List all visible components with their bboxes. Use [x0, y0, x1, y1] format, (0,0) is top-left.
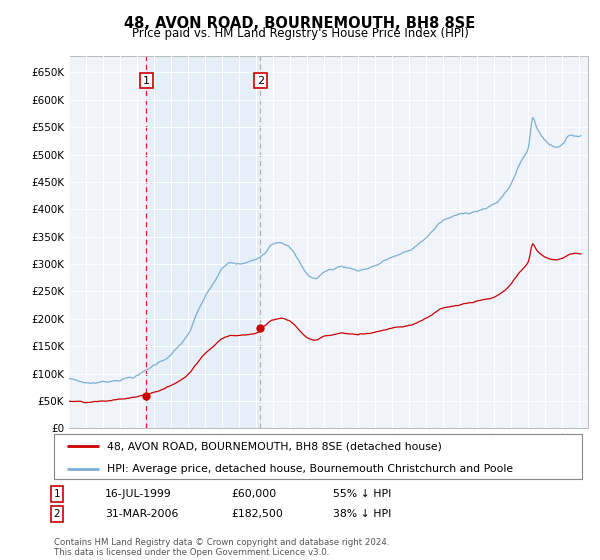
Text: 2: 2	[257, 76, 264, 86]
Text: 2: 2	[53, 509, 61, 519]
Text: 16-JUL-1999: 16-JUL-1999	[105, 489, 172, 499]
Text: Price paid vs. HM Land Registry's House Price Index (HPI): Price paid vs. HM Land Registry's House …	[131, 27, 469, 40]
Text: HPI: Average price, detached house, Bournemouth Christchurch and Poole: HPI: Average price, detached house, Bour…	[107, 464, 513, 474]
Text: 38% ↓ HPI: 38% ↓ HPI	[333, 509, 391, 519]
Bar	[146, 56, 260, 428]
Text: 48, AVON ROAD, BOURNEMOUTH, BH8 8SE: 48, AVON ROAD, BOURNEMOUTH, BH8 8SE	[124, 16, 476, 31]
Text: 1: 1	[53, 489, 61, 499]
Text: £182,500: £182,500	[231, 509, 283, 519]
FancyBboxPatch shape	[54, 434, 582, 479]
Text: 55% ↓ HPI: 55% ↓ HPI	[333, 489, 391, 499]
Text: £60,000: £60,000	[231, 489, 276, 499]
Text: Contains HM Land Registry data © Crown copyright and database right 2024.
This d: Contains HM Land Registry data © Crown c…	[54, 538, 389, 557]
Text: 31-MAR-2006: 31-MAR-2006	[105, 509, 178, 519]
Text: 48, AVON ROAD, BOURNEMOUTH, BH8 8SE (detached house): 48, AVON ROAD, BOURNEMOUTH, BH8 8SE (det…	[107, 441, 442, 451]
Text: 1: 1	[143, 76, 150, 86]
